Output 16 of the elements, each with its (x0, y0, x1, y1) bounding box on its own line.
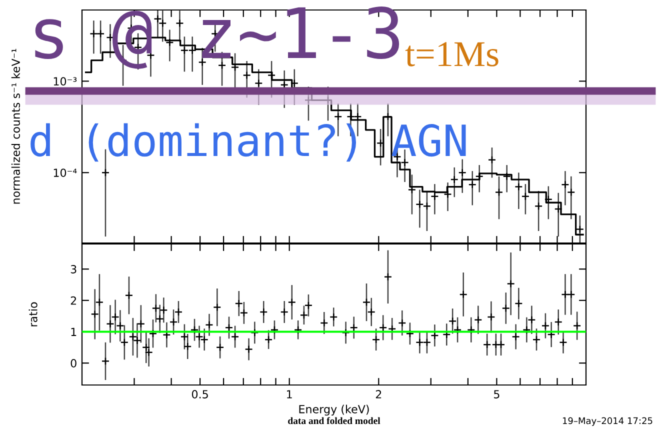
text: data and folded model (288, 417, 380, 424)
y-tick-label: 0 (70, 359, 76, 368)
y-tick-label: 10⁻³ (54, 77, 77, 86)
y-axis-title: ratio (28, 302, 38, 326)
y-tick-label: 3 (70, 265, 76, 274)
x-tick-label: 5 (494, 390, 500, 398)
x-tick-label: 1 (287, 390, 292, 398)
x-axis-title: Energy (keV) (299, 404, 369, 416)
y-tick-label: 2 (70, 296, 76, 305)
annotation: t=1Ms (405, 42, 498, 66)
text: 19–May–2014 17:25 (562, 417, 652, 426)
x-tick-label: 0.5 (192, 390, 208, 398)
y-axis-title: normalized counts s⁻¹ keV⁻¹ (11, 48, 20, 204)
y-tick-label: 10⁻⁴ (54, 168, 77, 177)
y-tick-label: 1 (71, 328, 76, 336)
x-tick-label: 2 (376, 390, 382, 398)
